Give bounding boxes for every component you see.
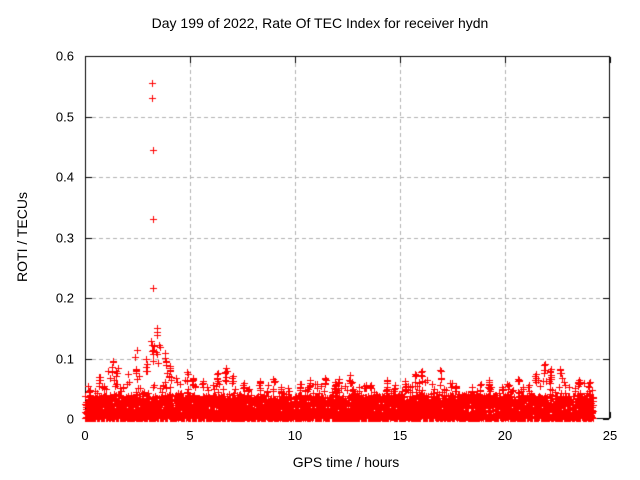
y-tick-label: 0.1 [55,351,74,366]
x-tick-label: 10 [287,428,303,443]
x-tick-label: 0 [81,428,89,443]
y-tick-label: 0.6 [55,48,74,64]
y-tick-label: 0.5 [55,109,74,124]
x-tick-label: 20 [497,428,513,443]
x-tick-label: 25 [602,428,618,443]
y-axis-label: ROTI / TECUs [14,192,30,282]
y-tick-label: 0 [66,411,74,427]
y-tick-label: 0.4 [55,169,74,185]
x-tick-label: 5 [186,428,194,443]
x-axis-label: GPS time / hours [292,454,400,470]
chart-title: Day 199 of 2022, Rate Of TEC Index for r… [151,15,489,31]
y-tick-label: 0.3 [55,230,74,245]
x-tick-label: 15 [392,428,408,443]
y-tick-label: 0.2 [55,290,74,306]
